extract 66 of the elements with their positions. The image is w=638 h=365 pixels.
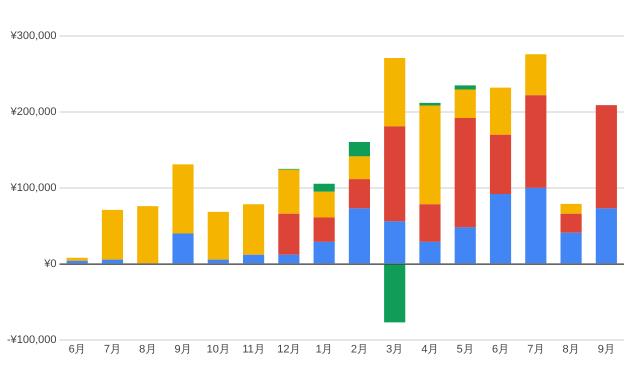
bar [454, 227, 476, 264]
bar [208, 260, 229, 264]
x-tick-label: 7月 [104, 343, 122, 356]
bar [66, 260, 88, 264]
bar [525, 188, 546, 264]
bar [525, 95, 546, 188]
bar [454, 85, 476, 90]
bar [242, 254, 264, 264]
y-tick-label: ¥300,000 [10, 30, 57, 42]
bar [384, 126, 406, 222]
x-tick-label: 7月 [527, 343, 544, 356]
bar [490, 134, 512, 194]
bar [384, 264, 406, 322]
x-tick-label: 4月 [421, 343, 439, 356]
bar [66, 258, 88, 261]
bar [596, 105, 617, 208]
x-tick-label: 11月 [242, 343, 265, 356]
bar [172, 164, 194, 234]
bar [419, 242, 441, 264]
bar [490, 88, 512, 135]
x-tick-label: 3月 [386, 343, 404, 356]
bar [419, 102, 441, 106]
bar [560, 232, 582, 264]
y-tick-label: ¥200,000 [10, 106, 57, 118]
bar [137, 206, 158, 264]
bar [560, 214, 582, 233]
x-tick-label: 1月 [316, 343, 333, 356]
bar [278, 170, 300, 214]
y-tick-label: ¥100,000 [10, 182, 57, 194]
x-tick-label: 8月 [562, 343, 580, 356]
y-tick-label: ¥0 [43, 258, 57, 270]
bar [419, 204, 441, 242]
x-tick-label: 6月 [492, 343, 510, 356]
bar [348, 179, 370, 208]
x-tick-label: 9月 [598, 343, 615, 356]
bar [348, 156, 370, 180]
bar [314, 192, 335, 218]
x-tick-label: 10月 [206, 343, 230, 356]
bar [314, 184, 335, 192]
x-tick-label: 12月 [277, 343, 300, 356]
bar [208, 212, 229, 260]
bar [278, 254, 300, 264]
bar [278, 214, 300, 255]
bar [242, 204, 264, 255]
bar [525, 54, 546, 96]
x-tick-label: 8月 [139, 343, 156, 356]
bar [314, 242, 335, 264]
bar [596, 208, 617, 264]
bar [384, 58, 406, 126]
y-tick-label: -¥100,000 [6, 334, 57, 346]
bar [454, 118, 476, 228]
bar [348, 142, 370, 156]
x-tick-label: 2月 [350, 343, 368, 356]
bar [560, 204, 582, 214]
bar [314, 218, 335, 242]
bar [384, 221, 406, 264]
bar [172, 233, 194, 264]
x-tick-label: 9月 [174, 343, 192, 356]
bar [102, 260, 124, 264]
bar [102, 210, 124, 260]
bar [490, 194, 512, 264]
bar [348, 208, 370, 264]
bar [419, 105, 441, 204]
x-tick-label: 5月 [456, 343, 474, 356]
x-tick-label: 6月 [68, 343, 86, 356]
bar [454, 90, 476, 118]
